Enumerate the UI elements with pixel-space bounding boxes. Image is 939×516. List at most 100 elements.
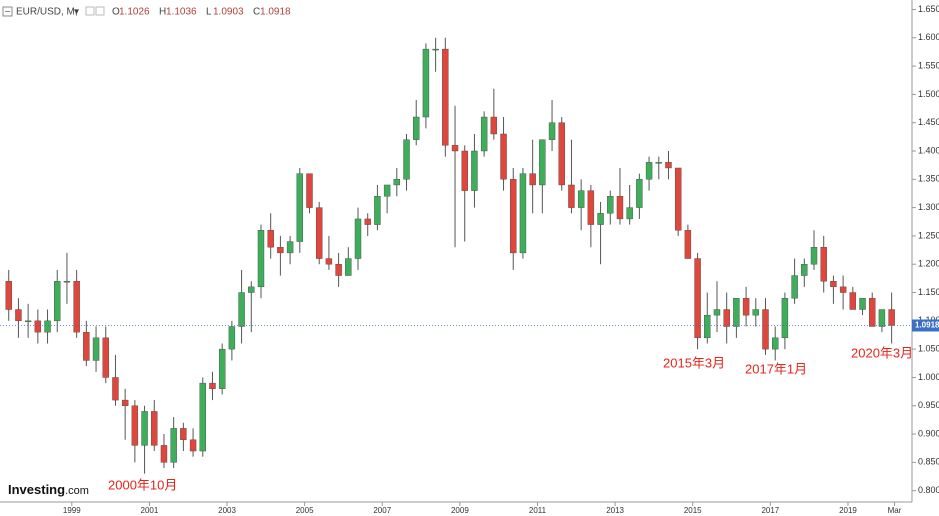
candle-body xyxy=(830,281,837,288)
candle-body xyxy=(335,264,342,276)
candle-body xyxy=(180,428,187,440)
candle-body xyxy=(791,275,798,299)
x-tick-label: 2007 xyxy=(373,506,391,515)
y-tick-label: 1.5000 xyxy=(918,89,939,99)
candle-body xyxy=(539,139,546,186)
candle-body xyxy=(34,320,42,333)
candle-body xyxy=(286,241,294,254)
candle-body xyxy=(510,179,517,254)
candle-body xyxy=(63,281,71,283)
candle-body xyxy=(189,439,197,452)
candle-body xyxy=(607,196,614,214)
ohlc-label: H xyxy=(159,7,166,18)
symbol: EUR/USD, M, xyxy=(16,7,78,18)
candle-body xyxy=(422,48,430,118)
candle-body xyxy=(54,281,61,322)
candle-body xyxy=(442,48,449,146)
x-tick-label: 2009 xyxy=(451,506,469,515)
settings-icon[interactable] xyxy=(85,6,95,16)
candle-body xyxy=(684,230,692,259)
candle-body xyxy=(568,184,575,208)
candle-body xyxy=(888,309,895,326)
candle-body xyxy=(364,218,371,225)
y-tick-label: 1.1500 xyxy=(918,287,939,297)
candle-body xyxy=(248,286,255,293)
candle-body xyxy=(413,116,420,140)
candle-body xyxy=(762,309,769,350)
candle-body xyxy=(306,173,313,208)
y-tick-label: 1.0500 xyxy=(918,344,939,354)
candle-body xyxy=(849,292,857,310)
candle-body xyxy=(801,264,808,276)
ohlc-value: 1.0918 xyxy=(260,7,291,18)
candle-body xyxy=(432,48,439,51)
candle-body xyxy=(878,309,886,327)
candle-body xyxy=(723,309,730,327)
candle-body xyxy=(519,173,527,254)
candle-body xyxy=(83,331,90,361)
candle-body xyxy=(839,286,847,293)
candle-body xyxy=(277,247,284,254)
candle-body xyxy=(393,179,401,186)
candle-body xyxy=(257,230,265,288)
candle-body xyxy=(44,320,51,333)
ohlc-label: O xyxy=(112,7,120,18)
candle-body xyxy=(859,297,866,310)
candle-body xyxy=(674,167,682,231)
candle-body xyxy=(160,445,168,463)
candle-body xyxy=(461,150,468,191)
y-tick-label: 1.5500 xyxy=(918,60,939,70)
candle-body xyxy=(267,230,274,248)
y-tick-label: 1.4000 xyxy=(918,145,939,155)
collapse-icon[interactable] xyxy=(2,6,13,17)
candle-body xyxy=(199,382,206,452)
candle-body xyxy=(597,213,604,225)
y-tick-label: 1.3000 xyxy=(918,202,939,212)
candle-body xyxy=(141,411,148,446)
candle-body xyxy=(587,190,595,225)
annotation: 2015年3月 xyxy=(663,355,725,370)
candle-body xyxy=(24,320,32,323)
x-tick-label: 2019 xyxy=(839,506,857,515)
candle-body xyxy=(713,309,721,316)
candle-body xyxy=(121,399,129,406)
ohlc-value: 1.0903 xyxy=(213,7,244,18)
annotation: 2000年10月 xyxy=(108,477,177,492)
candle-body xyxy=(112,377,119,401)
candle-body xyxy=(102,337,109,378)
candle-body xyxy=(500,133,507,180)
candle-body xyxy=(771,337,779,350)
candle-body xyxy=(403,139,410,180)
candle-body xyxy=(704,314,711,339)
settings-icon[interactable] xyxy=(95,6,105,16)
y-tick-label: 0.8000 xyxy=(918,485,939,495)
ohlc-value: 1.1026 xyxy=(119,7,150,18)
candle-body xyxy=(209,382,216,389)
x-tick-label: 2011 xyxy=(529,506,547,515)
candle-body xyxy=(451,145,459,152)
candle-body xyxy=(655,162,662,164)
x-tick-label: 2015 xyxy=(684,506,702,515)
candle-body xyxy=(548,122,556,140)
candle-body xyxy=(151,411,158,446)
y-tick-label: 1.3500 xyxy=(918,174,939,184)
y-tick-label: 1.4500 xyxy=(918,117,939,127)
candle-body xyxy=(752,309,760,316)
candle-body xyxy=(490,116,498,135)
candle-body xyxy=(374,196,381,225)
ohlc-label: C xyxy=(253,7,260,18)
candle-body xyxy=(170,428,177,463)
x-tick-label: 2003 xyxy=(218,506,236,515)
candle-body xyxy=(315,207,323,259)
x-tick-label: 2017 xyxy=(761,506,779,515)
candle-body xyxy=(742,297,750,316)
candle-body xyxy=(15,309,22,322)
candle-body xyxy=(471,150,478,191)
candle-body xyxy=(529,173,536,186)
candle-body xyxy=(73,281,80,333)
dropdown-icon[interactable]: ▾ xyxy=(74,7,79,18)
candle-body xyxy=(131,405,139,446)
candle-body xyxy=(665,162,672,169)
candle-body xyxy=(296,173,304,242)
